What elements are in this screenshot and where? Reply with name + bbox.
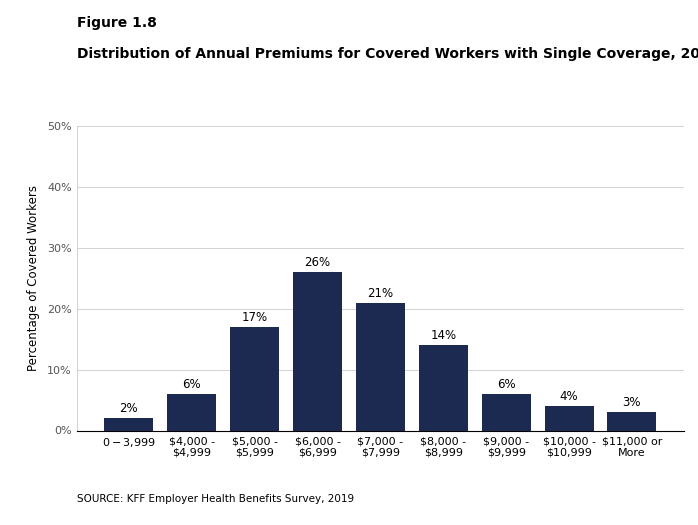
Bar	[105, 418, 154, 430]
Text: 3%: 3%	[623, 396, 641, 409]
Text: 6%: 6%	[182, 378, 201, 391]
Text: SOURCE: KFF Employer Health Benefits Survey, 2019: SOURCE: KFF Employer Health Benefits Sur…	[77, 494, 354, 504]
Bar	[607, 412, 656, 430]
Y-axis label: Percentage of Covered Workers: Percentage of Covered Workers	[27, 185, 40, 371]
Text: 26%: 26%	[304, 256, 331, 269]
Bar	[482, 394, 530, 430]
Bar	[356, 302, 405, 430]
Bar	[293, 272, 342, 430]
Text: 2%: 2%	[119, 402, 138, 415]
Bar	[544, 406, 593, 430]
Text: 21%: 21%	[367, 287, 394, 300]
Text: Figure 1.8: Figure 1.8	[77, 16, 156, 30]
Text: 17%: 17%	[242, 311, 268, 324]
Text: Distribution of Annual Premiums for Covered Workers with Single Coverage, 2019: Distribution of Annual Premiums for Cove…	[77, 47, 698, 61]
Bar	[168, 394, 216, 430]
Bar	[419, 345, 468, 430]
Text: 6%: 6%	[497, 378, 516, 391]
Text: 14%: 14%	[430, 329, 456, 342]
Text: 4%: 4%	[560, 390, 579, 403]
Bar	[230, 327, 279, 430]
